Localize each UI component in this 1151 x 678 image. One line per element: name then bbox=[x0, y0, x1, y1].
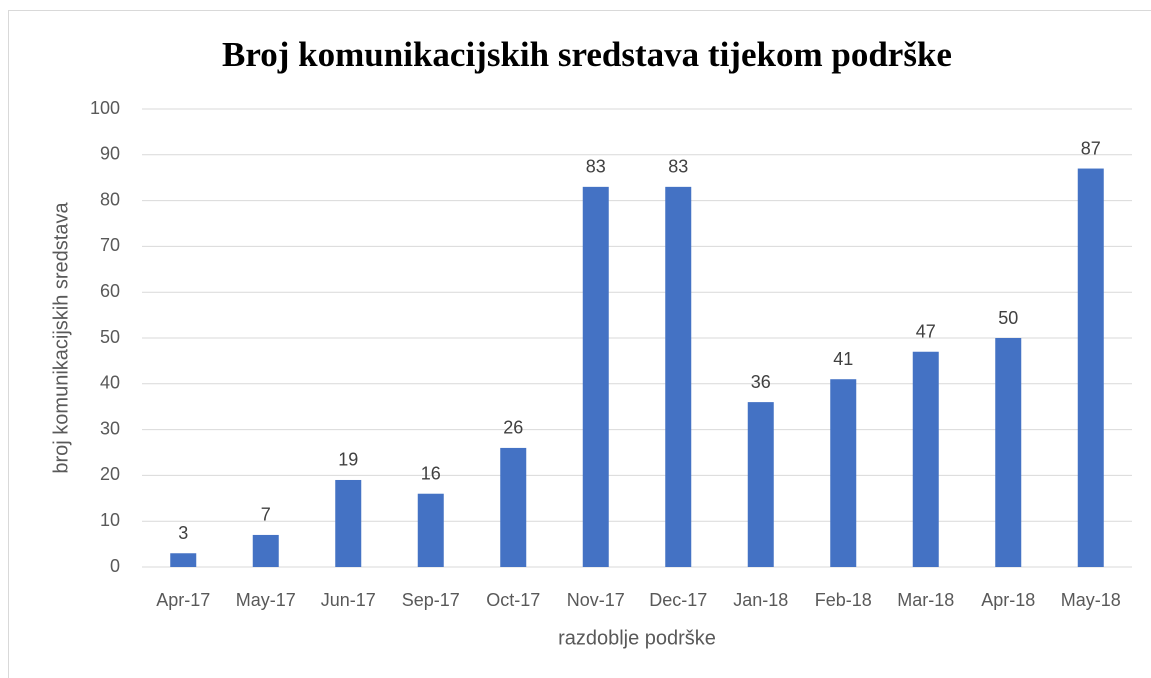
bar bbox=[170, 553, 197, 567]
bar bbox=[500, 447, 527, 567]
x-tick-label: Jun-17 bbox=[321, 590, 376, 610]
data-label: 83 bbox=[668, 157, 688, 177]
x-tick-label: May-17 bbox=[236, 590, 296, 610]
bar bbox=[417, 493, 444, 567]
bar bbox=[335, 479, 362, 567]
y-tick-label: 100 bbox=[90, 98, 120, 118]
y-tick-label: 70 bbox=[100, 235, 120, 255]
x-tick-label: Jan-18 bbox=[733, 590, 788, 610]
bar bbox=[830, 379, 857, 567]
x-tick-label: May-18 bbox=[1061, 590, 1121, 610]
x-tick-label: Feb-18 bbox=[815, 590, 872, 610]
x-tick-label: Apr-17 bbox=[156, 590, 210, 610]
x-tick-label: Oct-17 bbox=[486, 590, 540, 610]
bar bbox=[1077, 168, 1104, 568]
x-tick-label: Nov-17 bbox=[567, 590, 625, 610]
data-label: 3 bbox=[178, 523, 188, 543]
y-tick-label: 0 bbox=[110, 556, 120, 576]
y-tick-label: 10 bbox=[100, 510, 120, 530]
y-tick-label: 80 bbox=[100, 189, 120, 209]
chart-frame bbox=[8, 10, 1151, 678]
data-label: 50 bbox=[998, 308, 1018, 328]
y-tick-label: 40 bbox=[100, 373, 120, 393]
bar bbox=[747, 402, 774, 567]
data-label: 87 bbox=[1081, 138, 1101, 158]
bar bbox=[252, 534, 279, 567]
y-tick-label: 30 bbox=[100, 418, 120, 438]
data-label: 41 bbox=[833, 349, 853, 369]
data-label: 7 bbox=[261, 505, 271, 525]
y-tick-label: 50 bbox=[100, 327, 120, 347]
x-tick-label: Dec-17 bbox=[649, 590, 707, 610]
data-label: 26 bbox=[503, 418, 523, 438]
y-axis-title: broj komunikacijskih sredstava bbox=[50, 202, 72, 474]
data-label: 83 bbox=[586, 157, 606, 177]
bar bbox=[912, 351, 939, 567]
y-tick-label: 20 bbox=[100, 464, 120, 484]
bar bbox=[582, 186, 609, 568]
x-tick-label: Apr-18 bbox=[981, 590, 1035, 610]
bar bbox=[665, 186, 692, 568]
data-label: 36 bbox=[751, 372, 771, 392]
y-tick-label: 90 bbox=[100, 144, 120, 164]
x-tick-label: Mar-18 bbox=[897, 590, 954, 610]
data-label: 16 bbox=[421, 463, 441, 483]
x-tick-label: Sep-17 bbox=[402, 590, 460, 610]
x-axis-title: razdoblje podrške bbox=[558, 627, 716, 649]
data-label: 47 bbox=[916, 321, 936, 341]
y-tick-label: 60 bbox=[100, 281, 120, 301]
data-label: 19 bbox=[338, 450, 358, 470]
chart-title: Broj komunikacijskih sredstava tijekom p… bbox=[222, 35, 952, 74]
bar bbox=[995, 338, 1022, 567]
